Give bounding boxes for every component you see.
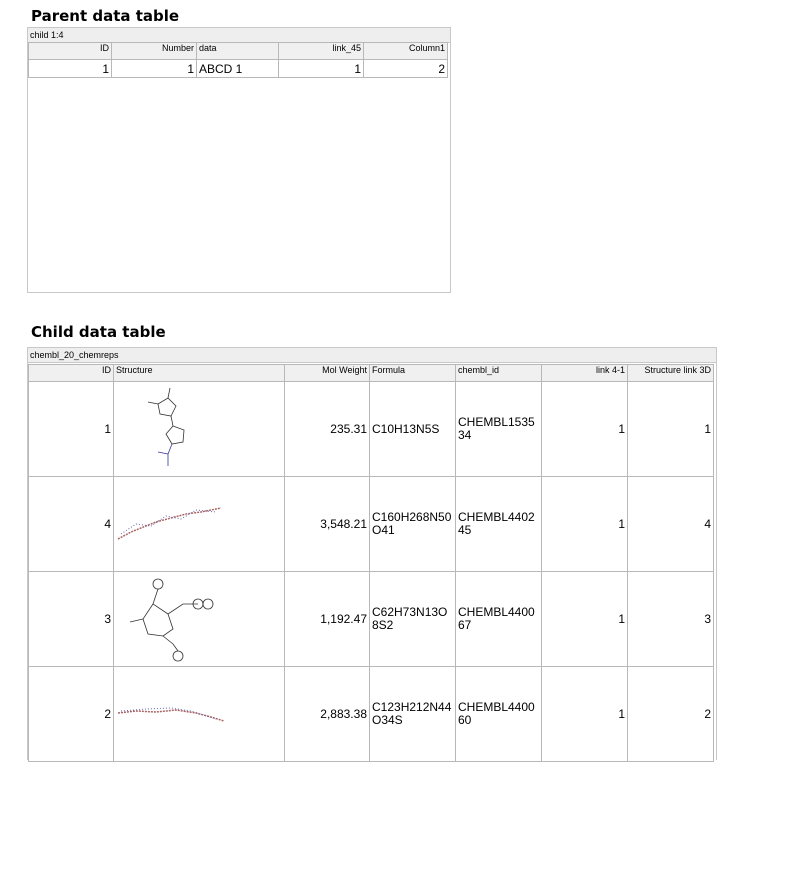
cell-structure[interactable] [113,476,285,572]
cell-mol-weight[interactable]: 1,192.47 [284,571,370,667]
molecule-structure-image [128,574,282,664]
cell-mol-weight[interactable]: 3,548.21 [284,476,370,572]
table-row[interactable]: 4 3,548.21 C160H268N50O41 CHEMBL440245 1 4 [28,476,714,572]
table-row[interactable]: 2 2,883.38 C123H212N44O34S CHEMBL440060 1 2 [28,666,714,762]
cell-id[interactable]: 3 [28,571,114,667]
table-row[interactable]: 1 235.31 C10H13N5S CHEMBL153534 1 1 [28,381,714,477]
cell-chembl-id[interactable]: CHEMBL440060 [455,666,542,762]
child-table-panel: chembl_20_chemreps ID Structure Mol Weig… [27,347,717,762]
cell-mol-weight[interactable]: 235.31 [284,381,370,477]
parent-header-row: ID Number data link_45 Column1 [28,42,448,60]
cell-mol-weight[interactable]: 2,883.38 [284,666,370,762]
col-header-data[interactable]: data [196,42,279,60]
cell-id[interactable]: 4 [28,476,114,572]
cell-data[interactable]: ABCD 1 [196,59,279,78]
col-header-id[interactable]: ID [28,42,112,60]
molecule-structure-image [116,699,282,729]
cell-structure-link-3d[interactable]: 2 [627,666,714,762]
cell-chembl-id[interactable]: CHEMBL440067 [455,571,542,667]
cell-structure-link-3d[interactable]: 3 [627,571,714,667]
cell-id[interactable]: 1 [28,59,112,78]
cell-chembl-id[interactable]: CHEMBL440245 [455,476,542,572]
cell-number[interactable]: 1 [111,59,197,78]
child-table-caption: chembl_20_chemreps [28,348,716,363]
table-row[interactable]: 3 1,192.47 C62H73N13O8S2 CHEMBL440067 1 3 [28,571,714,667]
cell-link-4-1[interactable]: 1 [541,666,628,762]
col-header-number[interactable]: Number [111,42,197,60]
parent-table-caption: child 1:4 [28,28,450,43]
cell-structure[interactable] [113,666,285,762]
col-header-id[interactable]: ID [28,364,114,382]
col-header-formula[interactable]: Formula [369,364,456,382]
cell-structure[interactable] [113,381,285,477]
cell-column1[interactable]: 2 [363,59,448,78]
cell-link-45[interactable]: 1 [278,59,364,78]
col-header-structure-link-3d[interactable]: Structure link 3D [627,364,714,382]
col-header-mol-weight[interactable]: Mol Weight [284,364,370,382]
cell-structure[interactable] [113,571,285,667]
cell-link-4-1[interactable]: 1 [541,476,628,572]
table-row[interactable]: 1 1 ABCD 1 1 2 [28,59,448,78]
cell-formula[interactable]: C62H73N13O8S2 [369,571,456,667]
col-header-link-45[interactable]: link_45 [278,42,364,60]
parent-table-title: Parent data table [31,7,180,25]
cell-structure-link-3d[interactable]: 4 [627,476,714,572]
cell-id[interactable]: 1 [28,381,114,477]
child-header-row: ID Structure Mol Weight Formula chembl_i… [28,364,714,382]
molecule-structure-image [116,504,282,544]
col-header-chembl-id[interactable]: chembl_id [455,364,542,382]
col-header-link-4-1[interactable]: link 4-1 [541,364,628,382]
molecule-structure-image [128,384,282,474]
parent-table: ID Number data link_45 Column1 1 1 ABCD … [28,42,448,78]
cell-formula[interactable]: C10H13N5S [369,381,456,477]
col-header-column1[interactable]: Column1 [363,42,448,60]
cell-link-4-1[interactable]: 1 [541,381,628,477]
cell-formula[interactable]: C123H212N44O34S [369,666,456,762]
child-table-title: Child data table [31,323,166,341]
child-table: ID Structure Mol Weight Formula chembl_i… [28,364,714,762]
cell-link-4-1[interactable]: 1 [541,571,628,667]
cell-formula[interactable]: C160H268N50O41 [369,476,456,572]
cell-structure-link-3d[interactable]: 1 [627,381,714,477]
parent-table-panel: child 1:4 ID Number data link_45 Column1… [27,27,451,293]
col-header-structure[interactable]: Structure [113,364,285,382]
cell-chembl-id[interactable]: CHEMBL153534 [455,381,542,477]
cell-id[interactable]: 2 [28,666,114,762]
